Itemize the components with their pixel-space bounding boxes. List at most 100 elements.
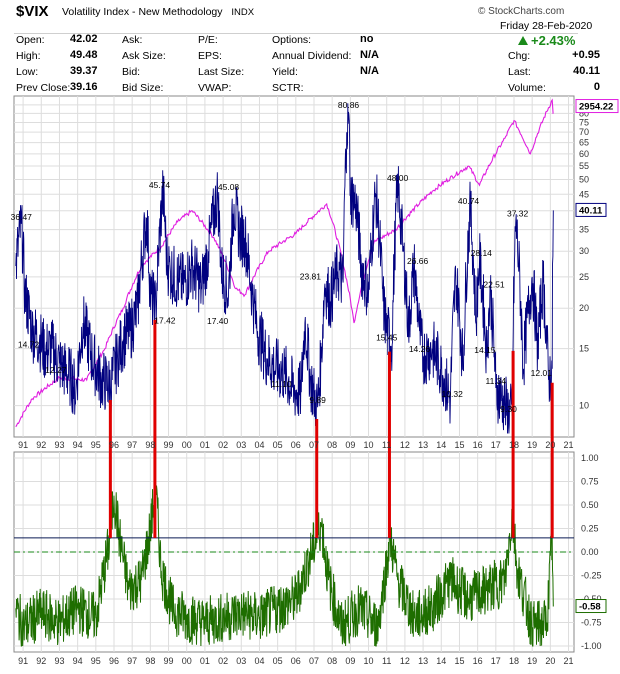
x-tick-label: 19 xyxy=(527,440,537,450)
exchange-text: INDX xyxy=(231,7,255,18)
value-label: 11.34 xyxy=(485,376,506,386)
field-label: SCTR: xyxy=(272,82,304,94)
field-value: 0 xyxy=(593,81,600,93)
y-tick-label: 25 xyxy=(579,272,589,282)
x-tick-label: 99 xyxy=(164,656,174,666)
value-label: 23.81 xyxy=(300,272,322,282)
value-label: 45.74 xyxy=(149,180,171,190)
x-tick-label: 12 xyxy=(400,440,410,450)
x-tick-label: 14 xyxy=(436,440,446,450)
field-value: 49.48 xyxy=(70,49,98,61)
y-tick-label: 0.00 xyxy=(581,547,599,557)
chart-texts: 91 91 92 92 93 93 94 94 95 95 96 96 97 97 98 98 99 99 00 00… xyxy=(11,99,619,666)
y-tick-label: 1.00 xyxy=(581,453,599,463)
value-label: 14.72 xyxy=(18,339,40,349)
field-label: Bid Size: xyxy=(122,82,164,94)
field-value: 40.11 xyxy=(573,65,600,77)
x-tick-label: 98 xyxy=(145,656,155,666)
symbol: $VIX xyxy=(16,3,49,20)
x-tick-label: 94 xyxy=(73,656,83,666)
value-label: 15.45 xyxy=(376,333,398,343)
field-value: 39.16 xyxy=(70,81,98,93)
x-tick-label: 19 xyxy=(527,656,537,666)
y-tick-label: 45 xyxy=(579,189,589,199)
field-label: Bid: xyxy=(122,66,141,78)
y-tick-label: -0.25 xyxy=(581,571,602,581)
value-label: 80.86 xyxy=(338,100,360,110)
x-tick-label: 08 xyxy=(327,440,337,450)
y-tick-label: 20 xyxy=(579,303,589,313)
value-label: 37.32 xyxy=(507,209,529,219)
field-label: Prev Close: xyxy=(16,82,71,94)
y-tick-label: 0.50 xyxy=(581,500,599,510)
x-tick-label: 16 xyxy=(473,440,483,450)
value-label: 28.14 xyxy=(471,248,493,258)
x-tick-label: 11 xyxy=(382,656,391,666)
value-label: 36.47 xyxy=(11,212,33,222)
field-label: VWAP: xyxy=(198,82,232,94)
x-tick-label: 00 xyxy=(182,440,192,450)
x-tick-label: 96 xyxy=(109,656,119,666)
x-tick-label: 02 xyxy=(218,656,228,666)
y-tick-label: -0.50 xyxy=(581,594,602,604)
x-tick-label: 05 xyxy=(273,440,283,450)
x-tick-label: 93 xyxy=(54,440,64,450)
price-panel-frame xyxy=(13,95,575,438)
x-tick-label: 91 xyxy=(18,440,28,450)
x-tick-label: 92 xyxy=(36,656,46,666)
x-tick-label: 13 xyxy=(418,440,428,450)
brand-watermark: © StockCharts.com xyxy=(478,6,565,17)
value-label: 26.66 xyxy=(407,256,429,266)
quote-header: $VIX Volatility Index - New Methodology … xyxy=(0,0,620,95)
symbol-description: Volatility Index - New Methodology INDX xyxy=(62,6,254,18)
corr-last-label: -0.58 xyxy=(579,602,601,613)
x-tick-label: 02 xyxy=(218,440,228,450)
value-label: 9.89 xyxy=(309,395,326,405)
field-label: EPS: xyxy=(198,50,222,62)
y-tick-label: 0.25 xyxy=(581,524,599,534)
pct-change-value: +2.43% xyxy=(531,33,576,48)
x-tick-label: 09 xyxy=(345,656,355,666)
x-tick-label: 95 xyxy=(91,440,101,450)
value-label: 10.32 xyxy=(442,389,464,399)
x-tick-label: 06 xyxy=(291,440,301,450)
field-label: Volume: xyxy=(508,82,546,94)
x-tick-label: 14 xyxy=(436,656,446,666)
description-text: Volatility Index - New Methodology xyxy=(62,6,223,18)
field-label: Last: xyxy=(508,66,531,78)
field-label: Yield: xyxy=(272,66,298,78)
x-tick-label: 08 xyxy=(327,656,337,666)
chart-marks xyxy=(14,98,574,647)
x-tick-label: 18 xyxy=(509,656,519,666)
field-label: P/E: xyxy=(198,34,218,46)
field-value: 42.02 xyxy=(70,33,98,45)
x-tick-label: 04 xyxy=(254,440,264,450)
x-tick-label: 00 xyxy=(182,656,192,666)
x-tick-label: 97 xyxy=(127,656,137,666)
x-tick-label: 07 xyxy=(309,440,319,450)
quote-date: Friday 28-Feb-2020 xyxy=(500,20,593,32)
x-tick-label: 95 xyxy=(91,656,101,666)
value-label: 45.08 xyxy=(218,182,240,192)
field-label: Ask: xyxy=(122,34,143,46)
x-tick-label: 01 xyxy=(200,440,210,450)
y-tick-label: 55 xyxy=(579,161,589,171)
field-label: High: xyxy=(16,50,41,62)
x-tick-label: 03 xyxy=(236,440,246,450)
x-tick-label: 91 xyxy=(18,656,28,666)
x-tick-label: 07 xyxy=(309,656,319,666)
field-label: Annual Dividend: xyxy=(272,50,352,62)
x-tick-label: 13 xyxy=(418,656,428,666)
x-tick-label: 98 xyxy=(145,440,155,450)
value-label: 14.15 xyxy=(474,345,496,355)
x-tick-label: 09 xyxy=(345,440,355,450)
x-tick-label: 21 xyxy=(564,440,574,450)
y-tick-label: 75 xyxy=(579,117,589,127)
field-value: N/A xyxy=(360,49,379,61)
value-label: 12.27 xyxy=(45,365,67,375)
y-tick-label: 30 xyxy=(579,246,589,256)
x-tick-label: 10 xyxy=(364,656,374,666)
value-label: 48.00 xyxy=(387,173,409,183)
y-tick-label: 70 xyxy=(579,127,589,137)
value-label: 17.40 xyxy=(207,316,229,326)
